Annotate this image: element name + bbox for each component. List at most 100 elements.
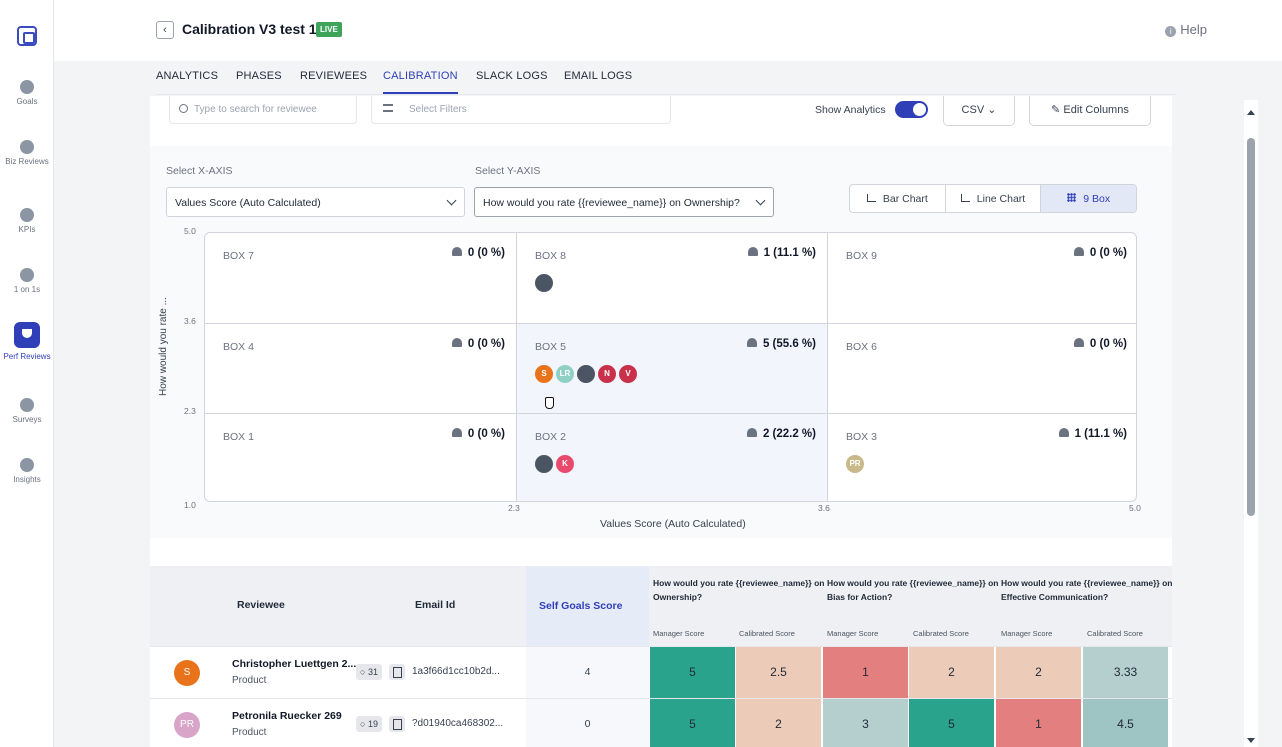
scroll-up-icon[interactable] <box>1247 110 1255 115</box>
table-header: Reviewee Email Id Self Goals Score How w… <box>150 566 1172 646</box>
surveys-icon <box>20 398 34 412</box>
csv-button[interactable]: CSV ⌄ <box>943 96 1015 126</box>
app-logo[interactable] <box>17 26 37 46</box>
avatar[interactable]: S <box>535 365 553 383</box>
sidebar-item-biz-reviews[interactable]: Biz Reviews <box>0 140 54 167</box>
reviewee-department: Product <box>232 727 267 738</box>
x-tick: 5.0 <box>1129 503 1141 513</box>
box-count-value: 0 (0 %) <box>1089 247 1127 259</box>
sidebar-item-1-on-1s[interactable]: 1 on 1s <box>0 268 54 295</box>
score-cell[interactable]: 2.5 <box>736 647 822 699</box>
filters-bar: Type to search for reviewee Select Filte… <box>150 96 1172 146</box>
nine-box-cell[interactable]: BOX 5 5 (55.6 %) S LR N V <box>516 323 827 413</box>
search-input[interactable]: Type to search for reviewee <box>169 96 357 124</box>
x-axis-label: Select X-AXIS <box>166 165 233 177</box>
goals-icon <box>20 80 34 94</box>
column-header-reviewee[interactable]: Reviewee <box>237 599 285 611</box>
show-analytics-label: Show Analytics <box>815 104 886 116</box>
nine-box-cell[interactable]: BOX 1 0 (0 %) <box>205 413 516 501</box>
show-analytics-toggle[interactable] <box>895 101 928 118</box>
box-name: BOX 1 <box>223 431 254 443</box>
score-cell[interactable]: 1 <box>823 647 909 699</box>
sidebar-item-label: 1 on 1s <box>13 285 41 294</box>
bar-chart-button[interactable]: Bar Chart <box>850 185 946 212</box>
tab-slack-logs[interactable]: SLACK LOGS <box>476 70 548 82</box>
tab-calibration[interactable]: CALIBRATION <box>383 70 458 94</box>
people-icon <box>451 247 462 256</box>
email-id: ?d01940ca468302... <box>412 718 504 729</box>
nine-box-cell[interactable]: BOX 8 1 (11.1 %) <box>516 233 827 323</box>
avatar[interactable]: N <box>598 365 616 383</box>
sidebar-item-label: Biz Reviews <box>5 157 49 166</box>
score-cell[interactable]: 5 <box>650 647 736 699</box>
score-cell[interactable]: 2 <box>736 699 822 747</box>
avatar[interactable] <box>577 365 595 383</box>
avatar[interactable]: LR <box>556 365 574 383</box>
nine-box-cell[interactable]: BOX 9 0 (0 %) <box>827 233 1136 323</box>
table-row[interactable]: PR Petronila Ruecker 269 Product ○ 19 ?d0194… <box>150 698 1172 747</box>
tab-bar: ANALYTICS PHASES REVIEWEES CALIBRATION SLACK… <box>54 61 1282 95</box>
score-cell[interactable]: 3.33 <box>1083 647 1169 699</box>
sidebar-item-kpis[interactable]: KPIs <box>0 208 54 235</box>
sidebar-item-perf-reviews[interactable]: Perf Reviews <box>0 322 54 362</box>
avatar[interactable]: PR <box>846 455 864 473</box>
tab-phases[interactable]: PHASES <box>236 70 282 82</box>
score-cell[interactable]: 2 <box>909 647 995 699</box>
document-icon[interactable] <box>389 664 405 680</box>
nine-box-cell[interactable]: BOX 2 2 (22.2 %) K <box>516 413 827 501</box>
help-link[interactable]: i Help <box>1165 22 1207 37</box>
nine-box-button[interactable]: 9 Box <box>1041 185 1136 212</box>
y-tick: 1.0 <box>184 500 196 510</box>
avatar[interactable]: K <box>556 455 574 473</box>
sidebar-item-surveys[interactable]: Surveys <box>0 398 54 425</box>
reviewee-name[interactable]: Christopher Luettgen 2... <box>232 658 357 670</box>
nine-box-cell[interactable]: BOX 6 0 (0 %) <box>827 323 1136 413</box>
subheader-calibrated-score: Calibrated Score <box>1087 629 1143 638</box>
nine-box-cell[interactable]: BOX 4 0 (0 %) <box>205 323 516 413</box>
score-cell[interactable]: 4.5 <box>1083 699 1169 747</box>
score-cell[interactable]: 3 <box>823 699 909 747</box>
avatar[interactable]: V <box>619 365 637 383</box>
line-chart-button[interactable]: Line Chart <box>946 185 1042 212</box>
avatar[interactable] <box>535 274 553 292</box>
reviewee-name[interactable]: Petronila Ruecker 269 <box>232 710 342 722</box>
score-cell[interactable]: 1 <box>996 699 1082 747</box>
y-axis-title: How would you rate ... <box>158 297 169 396</box>
column-header-email[interactable]: Email Id <box>415 599 456 611</box>
y-tick: 5.0 <box>184 226 196 236</box>
tab-analytics[interactable]: ANALYTICS <box>156 70 219 82</box>
edit-columns-button[interactable]: ✎ Edit Columns <box>1029 96 1151 126</box>
sidebar-item-insights[interactable]: Insights <box>0 458 54 485</box>
avatar[interactable] <box>535 455 553 473</box>
tabs-divider <box>156 94 1176 95</box>
comments-button[interactable]: ○ 31 <box>356 664 382 680</box>
x-axis-select[interactable]: Values Score (Auto Calculated) <box>166 187 465 217</box>
comment-icon: ○ <box>360 667 368 677</box>
y-axis-select[interactable]: How would you rate {{reviewee_name}} on … <box>474 187 774 217</box>
y-tick: 2.3 <box>184 406 196 416</box>
back-button[interactable]: ‹ <box>156 21 174 39</box>
score-cell[interactable]: 5 <box>650 699 736 747</box>
scroll-thumb[interactable] <box>1247 138 1255 516</box>
comments-button[interactable]: ○ 19 <box>356 716 382 732</box>
table-row[interactable]: S Christopher Luettgen 2... Product ○ 31 1a3… <box>150 646 1172 699</box>
nine-box-cell[interactable]: BOX 3 1 (11.1 %) PR <box>827 413 1136 501</box>
sidebar-item-goals[interactable]: Goals <box>0 80 54 107</box>
avatar-group: K <box>535 455 574 473</box>
document-icon[interactable] <box>389 716 405 732</box>
score-cell[interactable]: 2 <box>996 647 1082 699</box>
people-icon <box>1073 247 1084 256</box>
tab-reviewees[interactable]: REVIEWEES <box>300 70 368 82</box>
tab-email-logs[interactable]: EMAIL LOGS <box>564 70 633 82</box>
box-name: BOX 7 <box>223 250 254 262</box>
column-header-self-goals[interactable]: Self Goals Score <box>539 600 623 612</box>
box-count-value: 2 (22.2 %) <box>762 428 816 440</box>
page-scrollbar[interactable] <box>1244 100 1258 747</box>
column-header-bias-for-action: How would you rate {{reviewee_name}} on … <box>827 578 999 602</box>
nine-box-cell[interactable]: BOX 7 0 (0 %) <box>205 233 516 323</box>
score-cell[interactable]: 5 <box>909 699 995 747</box>
page-title: Calibration V3 test 1 <box>182 21 317 37</box>
filters-select[interactable]: Select Filters <box>371 96 671 124</box>
box-count: 2 (22.2 %) <box>746 428 816 440</box>
scroll-down-icon[interactable] <box>1247 738 1255 743</box>
